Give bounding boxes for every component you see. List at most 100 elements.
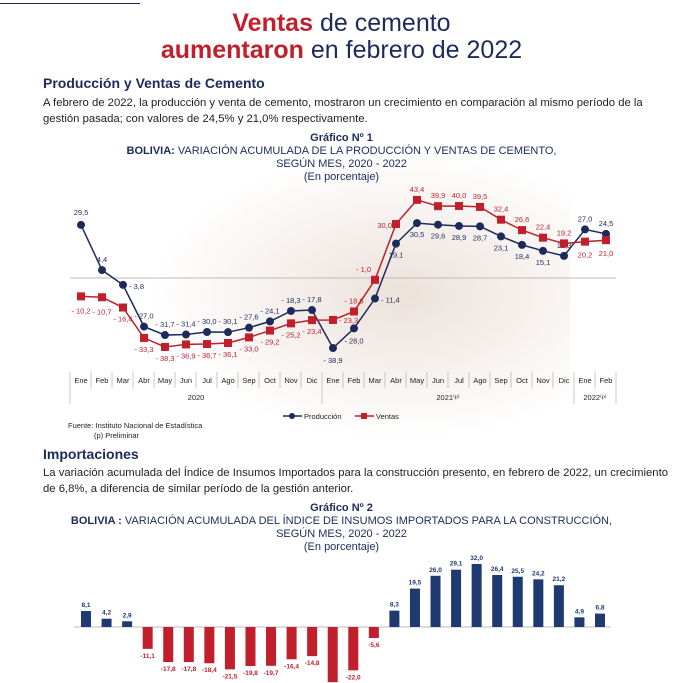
- bar: [348, 627, 359, 671]
- production-point: [539, 246, 547, 255]
- production-data-label: - 31,7: [155, 320, 174, 329]
- section-paragraph-production: A febrero de 2022, la producción y venta…: [43, 97, 643, 125]
- bar-data-label: -19,7: [264, 670, 279, 677]
- sales-data-label: - 23,4: [302, 327, 321, 336]
- production-data-label: - 27,6: [239, 313, 258, 322]
- bar: [245, 627, 256, 667]
- bar-data-label: 4,9: [575, 608, 584, 615]
- x-tick-label: Ene: [326, 376, 339, 385]
- sales-point: [287, 319, 295, 328]
- sales-data-label: - 10,7: [92, 307, 111, 316]
- x-tick-label: Ago: [221, 376, 234, 385]
- production-point: [329, 344, 337, 353]
- bar-data-label: 29,1: [450, 561, 463, 568]
- production-data-label: - 18,3: [281, 296, 300, 305]
- production-data-label: 23,1: [494, 243, 509, 252]
- sales-data-label: - 23,3: [339, 316, 358, 325]
- series-line-producción: [80, 222, 607, 350]
- sales-data-label: - 1,0: [356, 265, 371, 274]
- sales-point: [161, 342, 169, 351]
- bar: [430, 575, 441, 627]
- bar: [101, 618, 112, 627]
- x-tick-label: Abr: [390, 376, 402, 385]
- x-tick-label: Ago: [473, 376, 486, 385]
- sales-point: [371, 275, 379, 284]
- sales-point: [560, 239, 568, 248]
- bar-data-label: -19,8: [243, 670, 258, 677]
- sales-point: [476, 202, 484, 211]
- sales-point: [602, 236, 610, 245]
- section-heading-production: Producción y Ventas de Cemento: [43, 75, 265, 91]
- sales-point: [140, 333, 148, 342]
- chart1-units: (En porcentaje): [303, 171, 380, 183]
- x-tick-label: Feb: [96, 376, 109, 385]
- production-data-label: 15,1: [536, 258, 551, 267]
- chart2-title: VARIACIÓN ACUMULADA DEL ÍNDICE DE INSUMO…: [121, 515, 613, 527]
- chart2-label: Gráfico Nº 2: [310, 502, 373, 514]
- production-point: [119, 280, 127, 289]
- preliminary-note: (p) Preliminar: [94, 431, 140, 440]
- sales-point: [434, 202, 442, 211]
- production-data-label: 29,6: [431, 232, 446, 241]
- production-point: [392, 239, 400, 248]
- production-point: [455, 221, 463, 230]
- production-point: [266, 317, 274, 326]
- bar-data-label: 6,8: [595, 605, 604, 612]
- headline-emphasis: Ventas: [232, 9, 313, 37]
- sales-point: [539, 233, 547, 242]
- bar-data-label: -11,1: [140, 653, 155, 660]
- x-tick-label: Oct: [264, 376, 277, 385]
- sales-data-label: 39,5: [473, 192, 488, 201]
- bar: [574, 617, 585, 627]
- headline-text: de cemento: [313, 9, 451, 37]
- production-data-label: - 31,4: [176, 320, 195, 329]
- bar: [327, 627, 338, 683]
- chart2-title-bold: BOLIVIA :: [70, 515, 122, 527]
- legend-sales-label: Ventas: [376, 412, 399, 421]
- production-point: [245, 323, 253, 332]
- headline-line-2: aumentaron en febrero de 2022: [0, 37, 683, 64]
- bar: [492, 574, 503, 627]
- production-data-label: - 3,8: [129, 282, 144, 291]
- bar-data-label: -17,8: [181, 666, 196, 673]
- sales-data-label: 30,0: [377, 221, 392, 230]
- x-tick-label: Nov: [284, 376, 298, 385]
- x-tick-label: Mar: [117, 376, 130, 385]
- x-tick-label: Ene: [74, 376, 87, 385]
- x-tick-label: Ene: [578, 376, 591, 385]
- sales-data-label: - 36,9: [176, 351, 195, 360]
- sales-point: [413, 195, 421, 204]
- source-text: Fuente: Instituto Nacional de Estadístic…: [68, 421, 203, 430]
- production-point: [581, 225, 589, 234]
- sales-data-label: - 29,2: [260, 338, 279, 347]
- bar-data-label: 4,2: [102, 610, 111, 617]
- production-point: [224, 328, 232, 337]
- sales-point: [329, 315, 337, 324]
- production-data-label: - 24,1: [260, 306, 279, 315]
- year-label: 2021⁽ᵖ⁾: [436, 393, 459, 402]
- x-tick-label: Mar: [369, 376, 382, 385]
- sales-data-label: - 33,3: [134, 345, 153, 354]
- bar: [224, 627, 235, 670]
- chart2-heading: Gráfico Nº 2 BOLIVIA : VARIACIÓN ACUMULA…: [0, 502, 683, 554]
- sales-data-label: 22,4: [536, 223, 551, 232]
- bar: [512, 576, 523, 627]
- chart1-label: Gráfico Nº 1: [310, 132, 373, 144]
- bar-data-label: -22,0: [346, 674, 361, 681]
- bar-data-label: 8,1: [81, 602, 90, 609]
- headline-emphasis: aumentaron: [160, 36, 304, 64]
- production-point: [476, 222, 484, 231]
- bar: [471, 563, 482, 627]
- sales-data-label: - 18,6: [344, 296, 363, 305]
- production-point: [518, 240, 526, 249]
- production-point: [98, 266, 106, 275]
- bar-data-label: -5,6: [368, 642, 380, 649]
- x-tick-label: Jun: [432, 376, 444, 385]
- bar-data-label: -16,4: [284, 663, 299, 670]
- sales-point: [392, 220, 400, 228]
- bar-data-label: -14,8: [305, 660, 320, 667]
- bar: [307, 627, 318, 657]
- production-point: [182, 330, 190, 339]
- sales-data-label: - 36,7: [197, 351, 216, 360]
